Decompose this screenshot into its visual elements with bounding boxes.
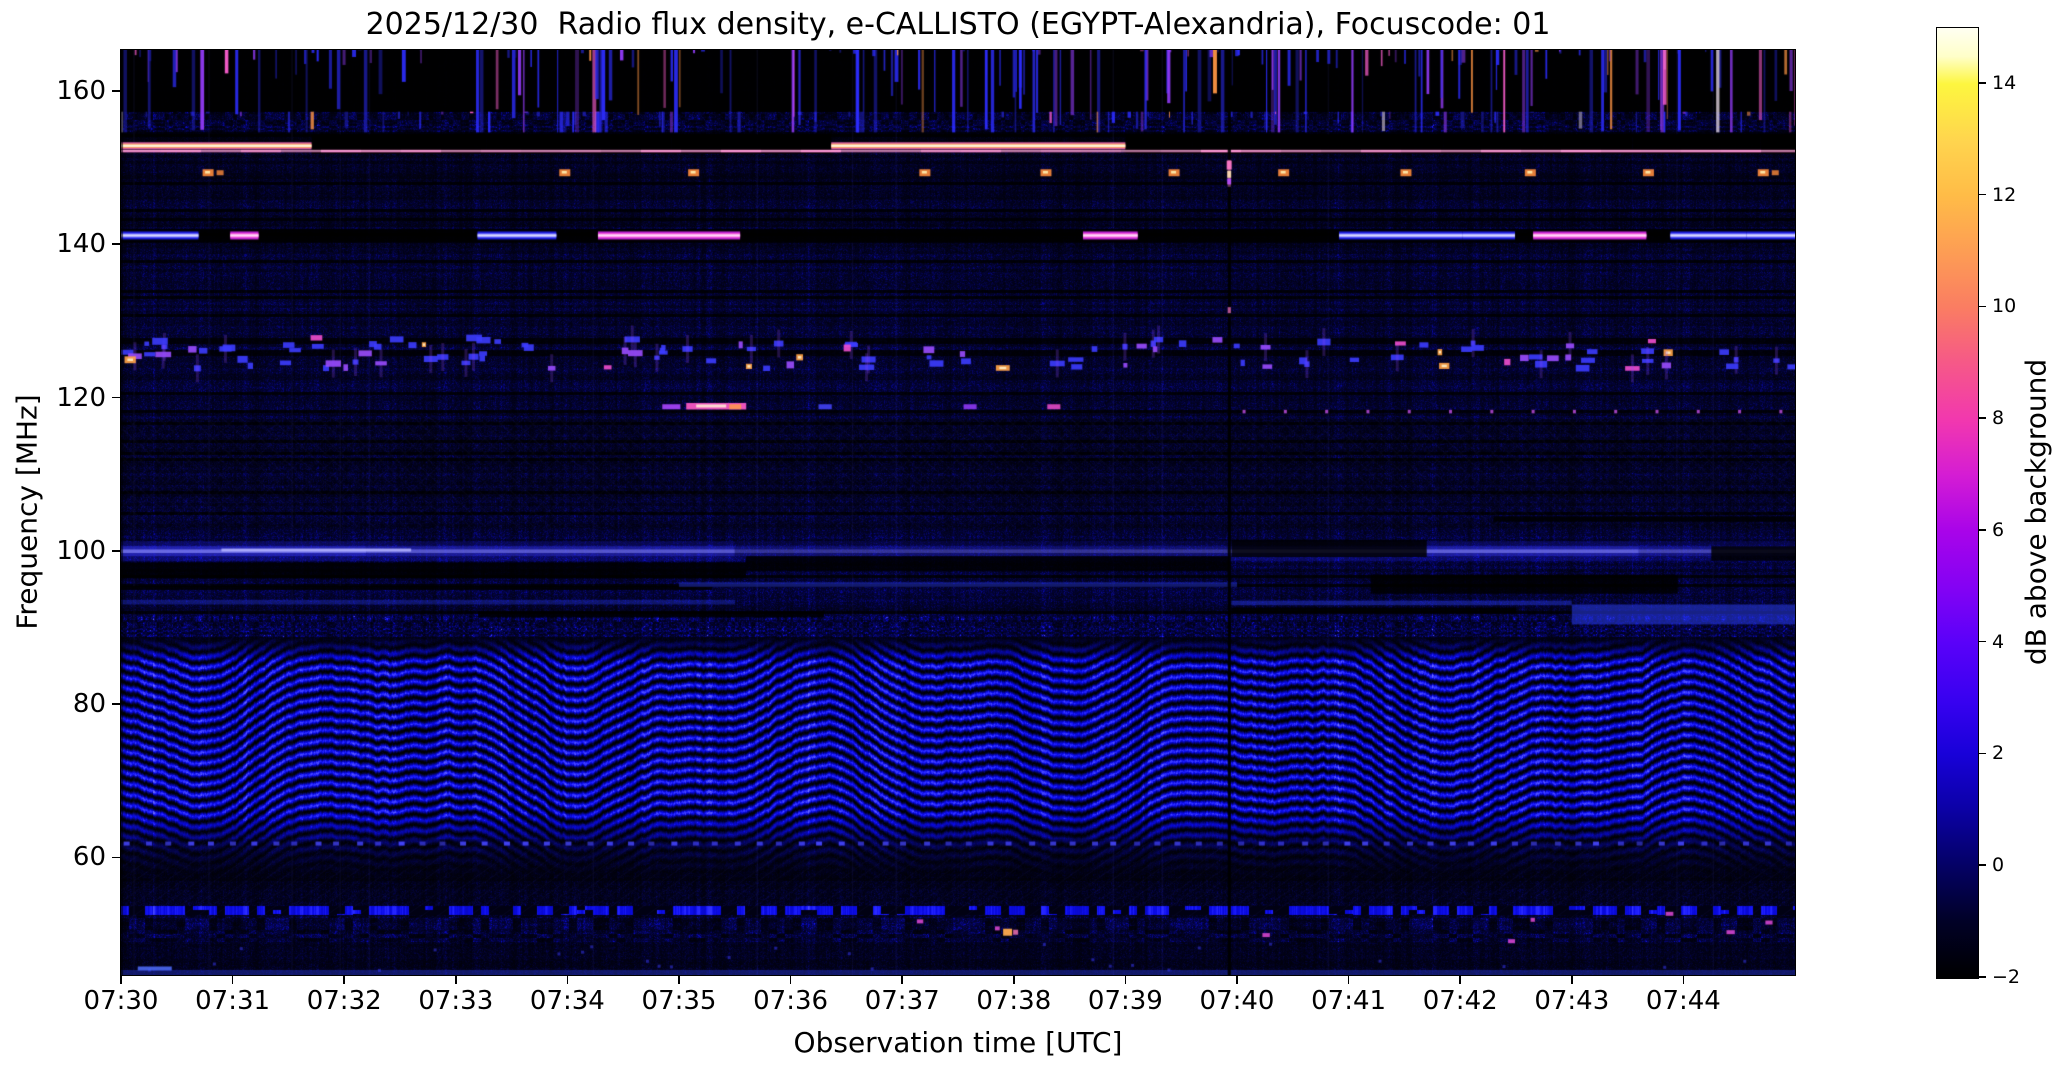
x-tick-label: 07:42: [1422, 986, 1498, 1016]
x-tick-mark: [1124, 976, 1127, 984]
colorbar-tick-mark: [1978, 529, 1986, 531]
colorbar-tick-label: 8: [1992, 407, 2005, 430]
colorbar-tick-label: 4: [1992, 630, 2005, 653]
y-tick-label: 80: [72, 689, 106, 720]
y-tick-label: 140: [56, 229, 106, 260]
x-tick-label: 07:35: [641, 986, 717, 1016]
colorbar-tick-label: 10: [1992, 295, 2017, 318]
x-tick-mark: [678, 976, 680, 984]
colorbar-gradient: [1936, 27, 1979, 979]
colorbar-tick-label: 14: [1992, 71, 2017, 94]
y-tick-label: 100: [56, 535, 106, 566]
x-tick-label: 07:43: [1534, 986, 1610, 1016]
colorbar-tick-label: 0: [1992, 854, 2005, 877]
y-tick-mark: [112, 856, 120, 859]
colorbar-tick-mark: [1978, 752, 1986, 755]
x-tick-label: 07:31: [195, 986, 271, 1016]
colorbar-tick-label: −2: [1992, 966, 2021, 988]
spectrogram-plot: [120, 49, 1796, 976]
colorbar-tick-mark: [1978, 193, 1986, 196]
x-tick-label: 07:41: [1311, 986, 1387, 1016]
x-tick-mark: [455, 976, 457, 984]
y-tick-mark: [112, 550, 120, 552]
x-tick-mark: [1347, 976, 1350, 984]
y-tick-mark: [112, 243, 120, 246]
colorbar-tick-label: 2: [1992, 742, 2005, 765]
x-tick-label: 07:32: [306, 986, 382, 1016]
y-tick-mark: [112, 396, 120, 399]
colorbar-tick-mark: [1978, 82, 1986, 84]
x-tick-label: 07:37: [864, 986, 940, 1016]
x-tick-mark: [231, 976, 234, 984]
x-tick-mark: [1459, 976, 1461, 984]
spectrogram-canvas: [121, 50, 1795, 975]
y-tick-label: 60: [72, 842, 106, 873]
colorbar-tick-mark: [1978, 305, 1986, 308]
x-tick-mark: [120, 976, 122, 984]
x-tick-label: 07:39: [1087, 986, 1163, 1016]
colorbar-label: dB above background: [2019, 358, 2053, 666]
x-tick-mark: [789, 976, 792, 984]
x-tick-label: 07:38: [976, 986, 1052, 1016]
y-tick-label: 120: [56, 382, 106, 413]
y-tick-label: 160: [56, 76, 106, 106]
x-tick-mark: [901, 976, 903, 984]
colorbar-tick-mark: [1978, 640, 1986, 643]
x-tick-label: 07:34: [529, 986, 605, 1016]
x-tick-mark: [343, 976, 345, 984]
y-tick-mark: [112, 90, 120, 92]
colorbar-tick-mark: [1978, 864, 1986, 867]
y-axis-label: Frequency [MHz]: [10, 394, 44, 630]
x-tick-label: 07:44: [1645, 986, 1721, 1016]
y-tick-mark: [112, 703, 120, 705]
x-tick-mark: [1013, 976, 1015, 984]
x-tick-label: 07:30: [83, 986, 159, 1016]
x-tick-mark: [1571, 976, 1573, 984]
x-axis-label: Observation time [UTC]: [793, 1026, 1123, 1059]
colorbar-tick-label: 6: [1992, 518, 2005, 541]
x-tick-label: 07:40: [1199, 986, 1275, 1016]
colorbar-tick-label: 12: [1992, 183, 2017, 206]
x-tick-label: 07:33: [418, 986, 494, 1016]
x-tick-mark: [566, 976, 569, 984]
x-tick-mark: [1236, 976, 1238, 984]
colorbar-tick-mark: [1978, 417, 1986, 419]
x-tick-mark: [1682, 976, 1685, 984]
plot-title: 2025/12/30 Radio flux density, e-CALLIST…: [365, 7, 1551, 42]
colorbar-tick-mark: [1978, 976, 1986, 978]
x-tick-label: 07:36: [753, 986, 829, 1016]
